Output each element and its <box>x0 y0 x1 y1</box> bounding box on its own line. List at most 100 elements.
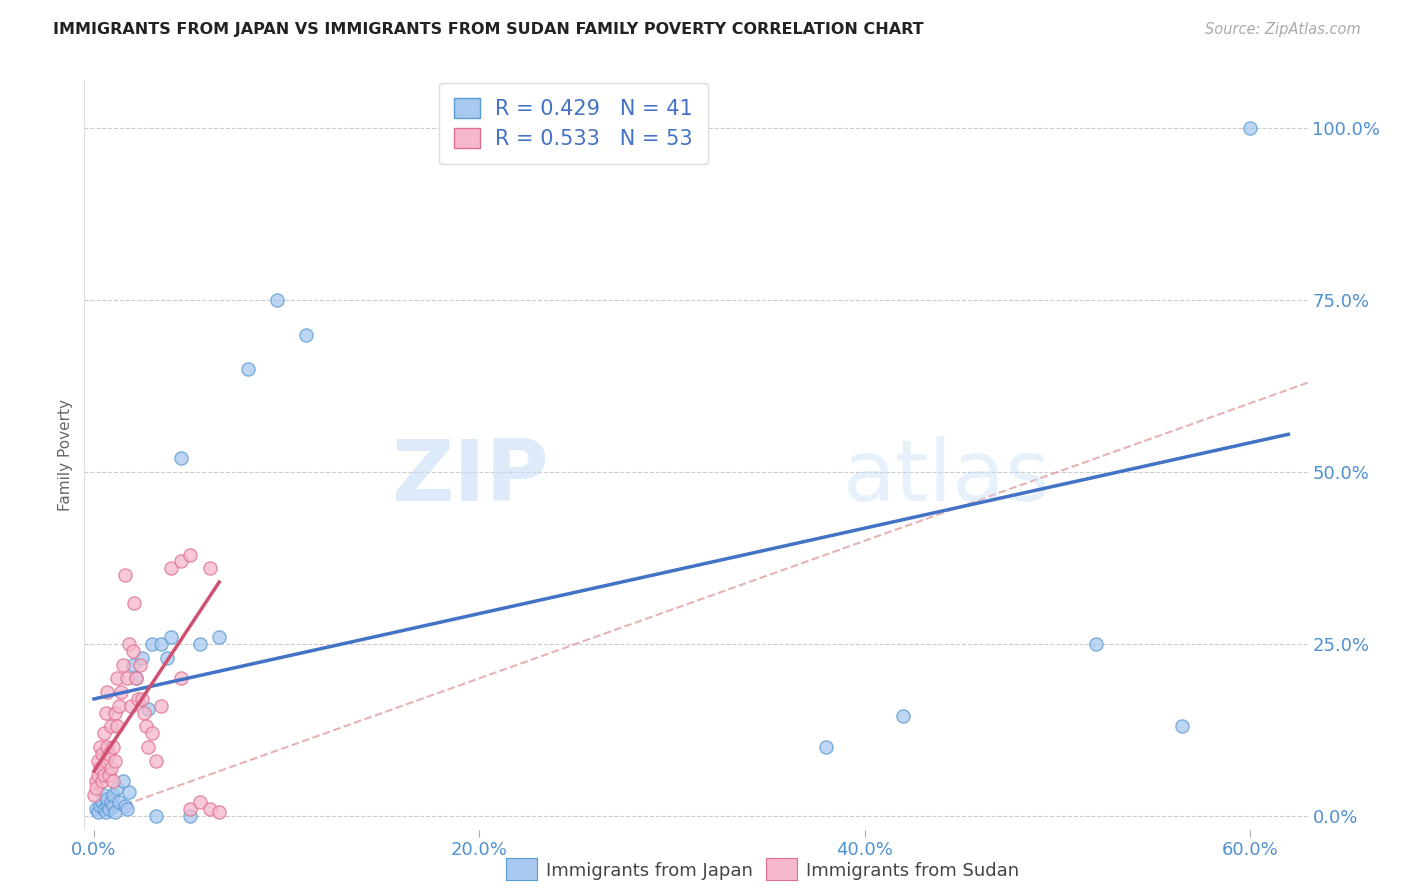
Point <box>89 798 111 813</box>
Point <box>87 767 110 781</box>
Point <box>84 802 107 816</box>
Point <box>156 650 179 665</box>
Y-axis label: Family Poverty: Family Poverty <box>58 399 73 511</box>
Text: IMMIGRANTS FROM JAPAN VS IMMIGRANTS FROM SUDAN FAMILY POVERTY CORRELATION CHART: IMMIGRANTS FROM JAPAN VS IMMIGRANTS FROM… <box>53 22 924 37</box>
Point <box>118 637 141 651</box>
Point <box>295 327 318 342</box>
Text: atlas: atlas <box>842 436 1050 519</box>
Point <box>125 671 148 685</box>
Point <box>136 702 159 716</box>
Point <box>105 781 128 796</box>
Legend: R = 0.429   N = 41, R = 0.533   N = 53: R = 0.429 N = 41, R = 0.533 N = 53 <box>439 82 709 164</box>
Point <box>105 719 128 733</box>
Point <box>114 798 136 813</box>
Point <box>87 754 110 768</box>
Point <box>115 671 138 685</box>
Point <box>121 657 143 672</box>
Point <box>198 802 221 816</box>
Point <box>129 657 152 672</box>
Point <box>90 774 112 789</box>
Point <box>100 719 122 733</box>
Point <box>115 802 138 816</box>
Text: Immigrants from Japan: Immigrants from Japan <box>546 863 752 880</box>
Point <box>94 754 117 768</box>
Point <box>100 761 122 775</box>
Point <box>198 561 221 575</box>
Point <box>93 767 115 781</box>
Point <box>236 362 259 376</box>
Point <box>96 740 118 755</box>
Point <box>111 657 134 672</box>
Point <box>84 774 107 789</box>
Point <box>98 767 121 781</box>
Point <box>104 805 127 820</box>
Point <box>150 637 173 651</box>
Point <box>104 706 127 720</box>
Point <box>145 809 167 823</box>
Point <box>83 788 105 802</box>
Point <box>266 293 288 308</box>
Point <box>170 671 193 685</box>
Point <box>93 788 115 802</box>
Point <box>120 698 142 713</box>
Point <box>179 802 201 816</box>
Point <box>208 630 231 644</box>
Point <box>87 805 110 820</box>
Point <box>136 740 159 755</box>
Point <box>90 747 112 761</box>
Point <box>105 671 128 685</box>
Point <box>98 747 121 761</box>
Point <box>1084 637 1107 651</box>
Point <box>96 685 118 699</box>
Point <box>104 754 127 768</box>
Point <box>121 644 143 658</box>
Point <box>127 692 149 706</box>
Text: ZIP: ZIP <box>391 436 550 519</box>
Point <box>90 795 112 809</box>
Point <box>96 791 118 805</box>
Point <box>1171 719 1194 733</box>
Point <box>131 650 153 665</box>
Point <box>179 809 201 823</box>
Point <box>111 774 134 789</box>
Point <box>84 781 107 796</box>
Point <box>141 637 163 651</box>
Point <box>98 802 121 816</box>
Text: Immigrants from Sudan: Immigrants from Sudan <box>806 863 1019 880</box>
Point <box>160 630 183 644</box>
Text: Source: ZipAtlas.com: Source: ZipAtlas.com <box>1205 22 1361 37</box>
Point <box>814 740 837 755</box>
Point <box>108 795 131 809</box>
Point <box>103 798 125 813</box>
Point <box>103 774 125 789</box>
Point <box>118 785 141 799</box>
Point <box>170 554 193 568</box>
Point <box>135 719 157 733</box>
Point <box>89 740 111 755</box>
Point <box>114 568 136 582</box>
Point <box>108 698 131 713</box>
Point <box>1239 121 1261 136</box>
Point <box>208 805 231 820</box>
Point <box>150 698 173 713</box>
Point <box>89 761 111 775</box>
Point <box>132 706 155 720</box>
Point <box>145 754 167 768</box>
Point <box>179 548 201 562</box>
Point <box>93 802 115 816</box>
Point <box>124 596 146 610</box>
Point <box>141 726 163 740</box>
Point <box>93 726 115 740</box>
Point <box>188 795 211 809</box>
Point <box>891 709 914 723</box>
Point <box>94 805 117 820</box>
Point <box>131 692 153 706</box>
Point <box>96 798 118 813</box>
Point <box>170 451 193 466</box>
Point <box>110 685 132 699</box>
Point <box>103 788 125 802</box>
Point <box>103 740 125 755</box>
Point <box>188 637 211 651</box>
Point <box>94 706 117 720</box>
Point <box>125 671 148 685</box>
